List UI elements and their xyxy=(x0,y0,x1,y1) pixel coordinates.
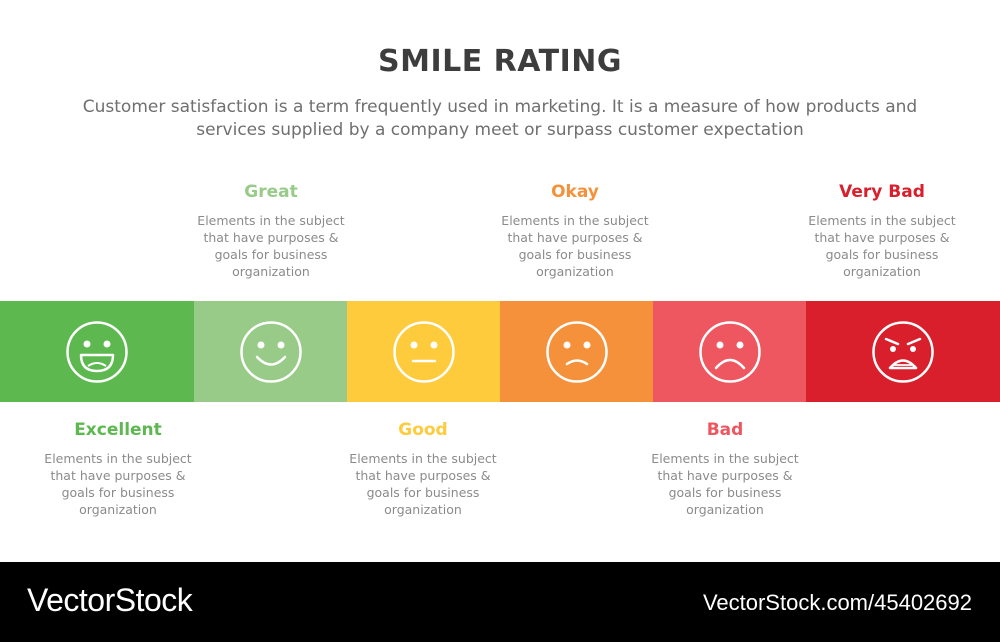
rating-label-excellent: Excellent Elements in the subject that h… xyxy=(33,420,203,518)
rating-segment-very-bad xyxy=(806,301,1000,402)
rating-label-bad: Bad Elements in the subject that have pu… xyxy=(640,420,810,518)
watermark-footer: VectorStock VectorStock.com/45402692 xyxy=(0,562,1000,642)
rating-description: Elements in the subject that have purpos… xyxy=(651,451,799,517)
rating-label-great: Great Elements in the subject that have … xyxy=(186,182,356,280)
rating-label-good: Good Elements in the subject that have p… xyxy=(338,420,508,518)
rating-description: Elements in the subject that have purpos… xyxy=(501,213,649,279)
slight-frown-face-icon xyxy=(545,320,608,383)
neutral-face-icon xyxy=(392,320,455,383)
angry-face-icon xyxy=(872,320,934,383)
rating-band xyxy=(0,301,1000,402)
rating-description: Elements in the subject that have purpos… xyxy=(349,451,497,517)
rating-title: Good xyxy=(398,420,448,440)
rating-label-okay: Okay Elements in the subject that have p… xyxy=(490,182,660,280)
smile-face-icon xyxy=(239,320,302,383)
brand-logo: VectorStock xyxy=(27,582,193,618)
rating-segment-bad xyxy=(653,301,806,402)
rating-label-very-bad: Very Bad Elements in the subject that ha… xyxy=(797,182,967,280)
rating-title: Okay xyxy=(551,182,599,202)
rating-title: Great xyxy=(244,182,298,202)
big-grin-face-icon xyxy=(66,320,128,383)
sad-face-icon xyxy=(698,320,761,383)
rating-segment-good xyxy=(347,301,500,402)
rating-segment-excellent xyxy=(0,301,194,402)
rating-title: Very Bad xyxy=(839,182,925,202)
page-title: SMILE RATING xyxy=(377,44,623,79)
rating-description: Elements in the subject that have purpos… xyxy=(197,213,345,279)
rating-segment-great xyxy=(194,301,347,402)
rating-description: Elements in the subject that have purpos… xyxy=(808,213,956,279)
rating-description: Elements in the subject that have purpos… xyxy=(44,451,192,517)
rating-title: Bad xyxy=(706,420,744,440)
stock-url: VectorStock.com/45402692 xyxy=(702,590,972,615)
rating-segment-okay xyxy=(500,301,653,402)
rating-title: Excellent xyxy=(74,420,162,440)
page-subtitle: Customer satisfaction is a term frequent… xyxy=(82,97,918,140)
